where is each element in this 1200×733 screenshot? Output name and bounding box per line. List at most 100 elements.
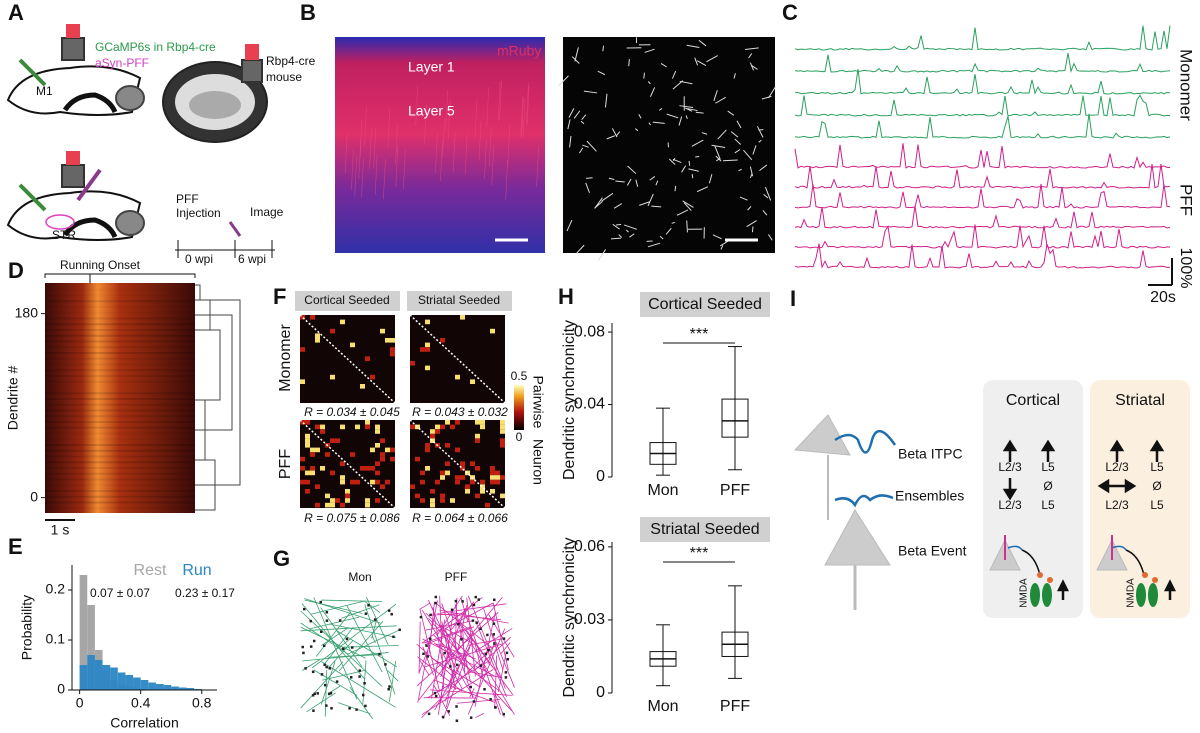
matrix-cell bbox=[475, 438, 480, 443]
heatmap-row bbox=[45, 438, 195, 440]
cell-label: Ø bbox=[1043, 479, 1052, 493]
matrix-cell bbox=[500, 475, 505, 480]
matrix-cell bbox=[340, 461, 345, 466]
dendrite bbox=[440, 140, 443, 182]
label: 0 wpi bbox=[185, 252, 213, 266]
matrix-cell bbox=[365, 356, 370, 361]
panel-i-drawing bbox=[793, 380, 1190, 618]
trace bbox=[794, 243, 1171, 269]
edge bbox=[300, 625, 397, 632]
matrix-cell bbox=[350, 479, 355, 485]
edge bbox=[300, 661, 344, 709]
legend-entry: Run bbox=[182, 562, 211, 579]
matrix-cell bbox=[345, 498, 350, 503]
fiber bbox=[747, 206, 752, 211]
matrix-cell bbox=[365, 502, 370, 508]
edge bbox=[320, 661, 336, 705]
label: 6 wpi bbox=[238, 252, 266, 266]
edge bbox=[304, 598, 381, 624]
node bbox=[320, 630, 323, 633]
edge bbox=[320, 628, 348, 647]
edge bbox=[315, 612, 351, 657]
edge bbox=[431, 657, 480, 687]
node bbox=[419, 615, 423, 619]
matrix-cell bbox=[375, 429, 380, 434]
edge bbox=[467, 595, 506, 689]
fiber bbox=[767, 234, 773, 241]
matrix-cell bbox=[340, 475, 345, 480]
node bbox=[477, 598, 481, 601]
node bbox=[457, 622, 460, 626]
colorbar-label: Neuron bbox=[530, 439, 546, 485]
fiber bbox=[659, 235, 664, 240]
hist-bar bbox=[102, 665, 111, 690]
significance: *** bbox=[690, 326, 709, 343]
node bbox=[443, 651, 446, 655]
matrix-cell bbox=[355, 479, 360, 485]
group-label: Mon bbox=[348, 570, 371, 584]
y-tick-label: 0.06 bbox=[574, 538, 605, 555]
matrix-cell bbox=[420, 498, 425, 503]
dendrite bbox=[474, 98, 478, 139]
fiber bbox=[691, 174, 694, 179]
fiber bbox=[618, 234, 623, 238]
label: Layer 5 bbox=[408, 103, 455, 119]
node bbox=[455, 663, 459, 667]
label: aSyn-PFF bbox=[95, 56, 149, 70]
matrix-cell bbox=[305, 420, 310, 425]
matrix-cell bbox=[335, 438, 340, 443]
edge bbox=[321, 599, 383, 602]
fiber bbox=[722, 159, 738, 162]
node bbox=[492, 622, 496, 625]
node bbox=[426, 655, 430, 658]
hist-bar bbox=[178, 687, 187, 690]
cell-label: L2/3 bbox=[1105, 460, 1129, 474]
chart-title: Striatal Seeded bbox=[650, 521, 759, 538]
node bbox=[364, 704, 367, 708]
fiber bbox=[606, 135, 615, 140]
fiber bbox=[582, 144, 589, 148]
panel-letter: B bbox=[300, 0, 316, 25]
scale-label: 1 s bbox=[51, 522, 70, 538]
fiber bbox=[685, 115, 688, 120]
panel-letter: G bbox=[273, 546, 290, 571]
matrix-cell bbox=[485, 502, 490, 508]
edge bbox=[327, 639, 354, 669]
matrix-cell bbox=[370, 466, 375, 471]
node bbox=[316, 692, 320, 695]
micrograph bbox=[563, 37, 775, 253]
dendrite bbox=[374, 154, 378, 195]
matrix-cell bbox=[500, 443, 505, 448]
matrix-cell bbox=[460, 461, 465, 466]
node bbox=[469, 685, 473, 689]
heatmap-row bbox=[45, 283, 195, 285]
heatmap-row bbox=[45, 323, 195, 326]
matrix-cell bbox=[410, 361, 415, 366]
fiber bbox=[713, 90, 718, 101]
legend-entry: Rest bbox=[134, 562, 167, 579]
matrix-cell bbox=[310, 470, 315, 476]
node bbox=[486, 633, 489, 637]
dendrite bbox=[505, 159, 508, 200]
dendrite bbox=[499, 80, 502, 121]
fiber bbox=[644, 48, 655, 53]
matrix-cell bbox=[390, 456, 395, 462]
y-tick-label: 0.04 bbox=[574, 396, 605, 413]
matrix-cell bbox=[460, 466, 465, 471]
fiber bbox=[736, 120, 742, 129]
node bbox=[387, 687, 390, 691]
matrix-cell bbox=[345, 493, 350, 499]
title-box bbox=[640, 292, 770, 317]
fiber bbox=[558, 75, 569, 86]
node bbox=[329, 691, 333, 695]
hist-bar bbox=[79, 575, 88, 690]
row-label: Ensembles bbox=[895, 488, 964, 504]
node bbox=[441, 715, 445, 719]
matrix-cell bbox=[340, 502, 345, 508]
matrix-cell bbox=[500, 429, 505, 434]
fiber bbox=[583, 90, 598, 94]
matrix-cell bbox=[375, 424, 380, 430]
dendrite bbox=[452, 132, 456, 173]
fiber bbox=[712, 234, 722, 240]
matrix-cell bbox=[475, 466, 480, 471]
